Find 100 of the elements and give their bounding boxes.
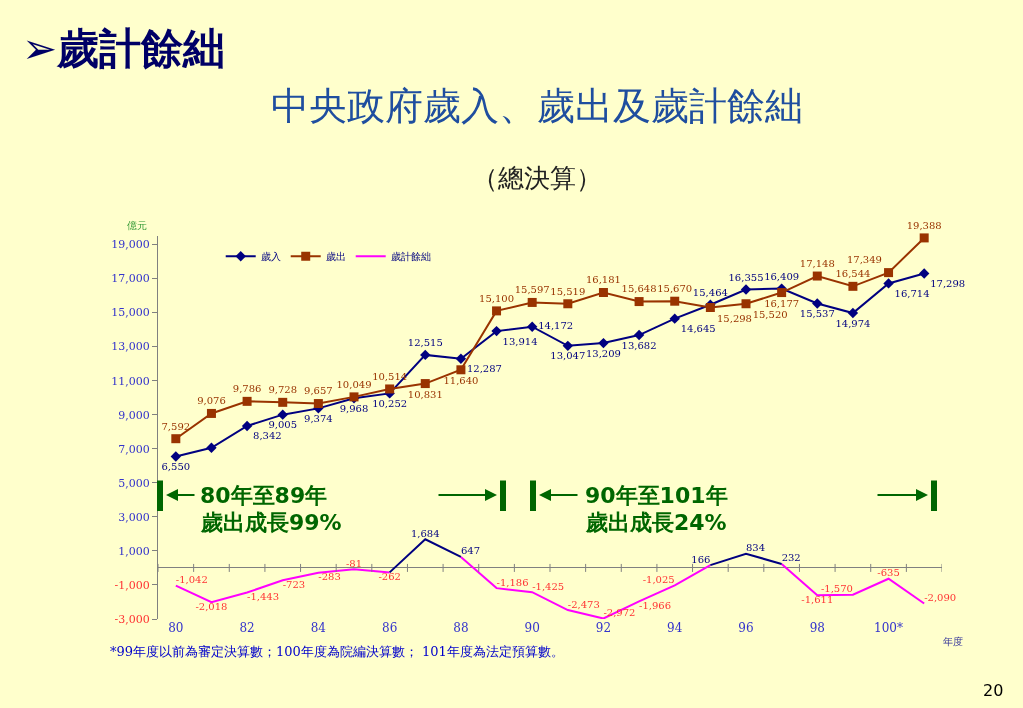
point xyxy=(171,434,181,444)
data-label: -1,966 xyxy=(639,599,672,611)
data-label: 16,177 xyxy=(764,297,800,309)
data-label: 14,172 xyxy=(538,320,574,332)
text: ➢歲計餘絀 xyxy=(22,24,226,73)
data-label: 16,714 xyxy=(894,287,930,299)
data-label: 17,148 xyxy=(799,257,835,269)
x-tick-label: 98 xyxy=(809,621,825,635)
data-label: 16,181 xyxy=(585,274,621,286)
x-tick-label: 100* xyxy=(874,621,903,635)
y-tick-label: -3,000 xyxy=(114,612,150,626)
data-label: 10,831 xyxy=(407,388,443,400)
data-label: 16,409 xyxy=(764,271,800,283)
x-tick-label: 86 xyxy=(382,621,398,635)
point xyxy=(206,408,216,418)
data-label: -635 xyxy=(877,567,900,579)
point xyxy=(455,353,467,364)
data-label: -1,611 xyxy=(801,593,834,605)
data-label: 12,287 xyxy=(466,363,502,375)
data-label: -2,018 xyxy=(195,600,228,612)
point xyxy=(883,278,894,289)
y-tick-label: 3,000 xyxy=(118,510,150,524)
data-label: 166 xyxy=(691,553,711,565)
data-label: 17,349 xyxy=(846,254,882,266)
point xyxy=(705,303,715,313)
data-label: 15,537 xyxy=(799,307,835,319)
point xyxy=(313,399,323,409)
text: *99年度以前為審定決算數；100年度為院編決算數； 101年度為法定預算數。 xyxy=(110,644,564,659)
point xyxy=(562,340,574,352)
point xyxy=(527,297,537,307)
data-label: 13,914 xyxy=(502,335,538,347)
data-label: 7,592 xyxy=(161,420,191,432)
point xyxy=(633,329,645,341)
legend-label: 歲入 xyxy=(260,251,281,263)
data-label: 19,388 xyxy=(906,219,942,231)
y-tick-label: 11,000 xyxy=(111,374,150,388)
annotation: 90年至101年 xyxy=(585,483,728,508)
point xyxy=(492,306,502,316)
y-axis-title: 億元 xyxy=(127,220,147,231)
point xyxy=(206,442,217,453)
chart-subtitle: （總決算） xyxy=(472,163,603,194)
data-label: -2,473 xyxy=(567,598,600,610)
data-label: 11,640 xyxy=(443,374,479,386)
data-label: 15,520 xyxy=(752,308,788,320)
data-label: 14,974 xyxy=(835,317,871,329)
data-label: -1,425 xyxy=(532,580,565,592)
legend-label: 歲計餘絀 xyxy=(390,251,431,263)
y-tick-label: 7,000 xyxy=(118,442,150,456)
data-label: 9,728 xyxy=(268,384,298,396)
data-label: -1,443 xyxy=(247,591,280,602)
point xyxy=(491,325,502,337)
data-label: -2,090 xyxy=(924,592,957,604)
legend-label: 歲出 xyxy=(325,251,346,263)
data-label: 17,298 xyxy=(930,277,966,289)
data-label: 15,298 xyxy=(716,312,752,324)
point xyxy=(847,307,859,319)
data-label: 14,645 xyxy=(680,323,716,335)
x-tick-label: 88 xyxy=(453,621,469,635)
data-label: 9,786 xyxy=(232,383,262,395)
x-tick-label: 84 xyxy=(310,621,327,635)
data-label: -1,570 xyxy=(820,583,853,595)
y-tick-label: 13,000 xyxy=(111,340,150,354)
x-tick-label: 80 xyxy=(168,621,184,635)
point xyxy=(241,420,253,432)
text: 20 xyxy=(983,681,1004,700)
x-tick-label: 96 xyxy=(738,621,754,635)
y-tick-label: 19,000 xyxy=(111,238,150,252)
data-label: 9,968 xyxy=(339,402,369,414)
point xyxy=(598,288,608,297)
data-label: 647 xyxy=(460,545,480,557)
point xyxy=(848,281,858,291)
y-tick-label: 9,000 xyxy=(118,408,150,422)
x-axis-title: 年度 xyxy=(943,636,963,647)
data-label: 15,100 xyxy=(479,292,515,304)
data-label: -1,042 xyxy=(175,574,208,586)
data-label: 9,374 xyxy=(304,412,333,424)
annotation: 歲出成長99% xyxy=(200,510,342,535)
data-label: -283 xyxy=(318,571,341,583)
data-label: 13,209 xyxy=(585,347,621,359)
point xyxy=(812,298,823,309)
data-label: -81 xyxy=(345,557,363,569)
point xyxy=(777,288,787,298)
data-label: 16,544 xyxy=(835,268,871,280)
data-label: 15,597 xyxy=(514,284,550,296)
data-label: 15,464 xyxy=(692,287,728,299)
point xyxy=(456,365,466,375)
data-label: -1,186 xyxy=(496,576,529,588)
data-label: 10,049 xyxy=(336,378,372,390)
data-label: 13,047 xyxy=(550,350,586,362)
data-label: 6,550 xyxy=(161,460,191,472)
y-tick-label: 1,000 xyxy=(118,544,150,558)
x-tick-label: 82 xyxy=(239,621,255,635)
data-label: 15,648 xyxy=(621,283,657,295)
data-label: 9,005 xyxy=(268,419,298,431)
data-label: 15,519 xyxy=(550,285,586,297)
point xyxy=(634,297,644,307)
data-label: -262 xyxy=(378,570,401,582)
x-tick-label: 94 xyxy=(667,621,683,635)
point xyxy=(919,233,929,243)
point xyxy=(420,379,430,389)
